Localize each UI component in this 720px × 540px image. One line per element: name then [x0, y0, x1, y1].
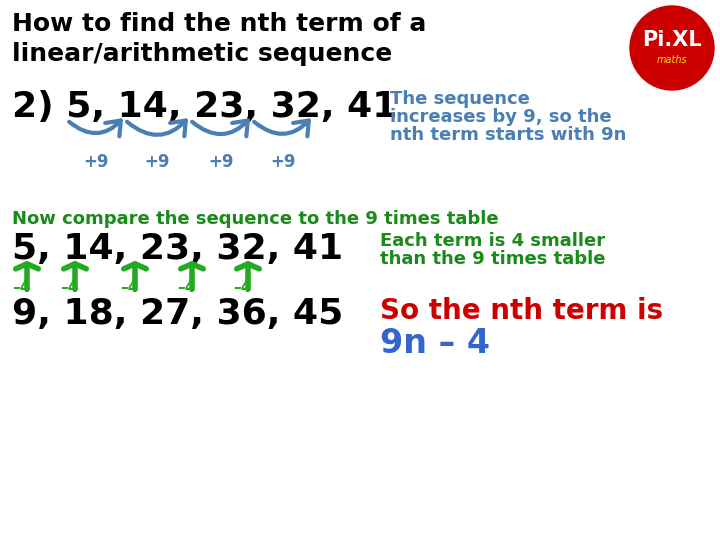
Text: How to find the nth term of a: How to find the nth term of a	[12, 12, 426, 36]
Circle shape	[630, 6, 714, 90]
Text: 9, 18, 27, 36, 45: 9, 18, 27, 36, 45	[12, 297, 343, 331]
Text: 9n – 4: 9n – 4	[380, 327, 490, 360]
FancyArrowPatch shape	[127, 120, 186, 136]
Text: The sequence: The sequence	[390, 90, 530, 108]
Text: 5, 14, 23, 32, 41: 5, 14, 23, 32, 41	[12, 232, 343, 266]
Text: –4: –4	[177, 280, 195, 295]
Text: +9: +9	[208, 153, 234, 171]
Text: than the 9 times table: than the 9 times table	[380, 250, 606, 268]
Text: increases by 9, so the: increases by 9, so the	[390, 108, 611, 126]
Text: 2) 5, 14, 23, 32, 41: 2) 5, 14, 23, 32, 41	[12, 90, 397, 124]
Text: maths: maths	[657, 55, 688, 65]
Text: –4: –4	[233, 280, 251, 295]
Text: –4: –4	[12, 280, 30, 295]
Text: nth term starts with 9n: nth term starts with 9n	[390, 126, 626, 144]
Text: Now compare the sequence to the 9 times table: Now compare the sequence to the 9 times …	[12, 210, 499, 228]
Text: linear/arithmetic sequence: linear/arithmetic sequence	[12, 42, 392, 66]
FancyArrowPatch shape	[254, 120, 309, 136]
Text: –4: –4	[120, 280, 138, 295]
FancyArrowPatch shape	[192, 120, 248, 136]
Text: –4: –4	[60, 280, 78, 295]
Text: +9: +9	[84, 153, 109, 171]
Text: +9: +9	[145, 153, 170, 171]
FancyArrowPatch shape	[69, 120, 121, 136]
Text: Pi.XL: Pi.XL	[642, 30, 702, 50]
Text: +9: +9	[270, 153, 295, 171]
Text: So the nth term is: So the nth term is	[380, 297, 663, 325]
Text: Each term is 4 smaller: Each term is 4 smaller	[380, 232, 605, 250]
